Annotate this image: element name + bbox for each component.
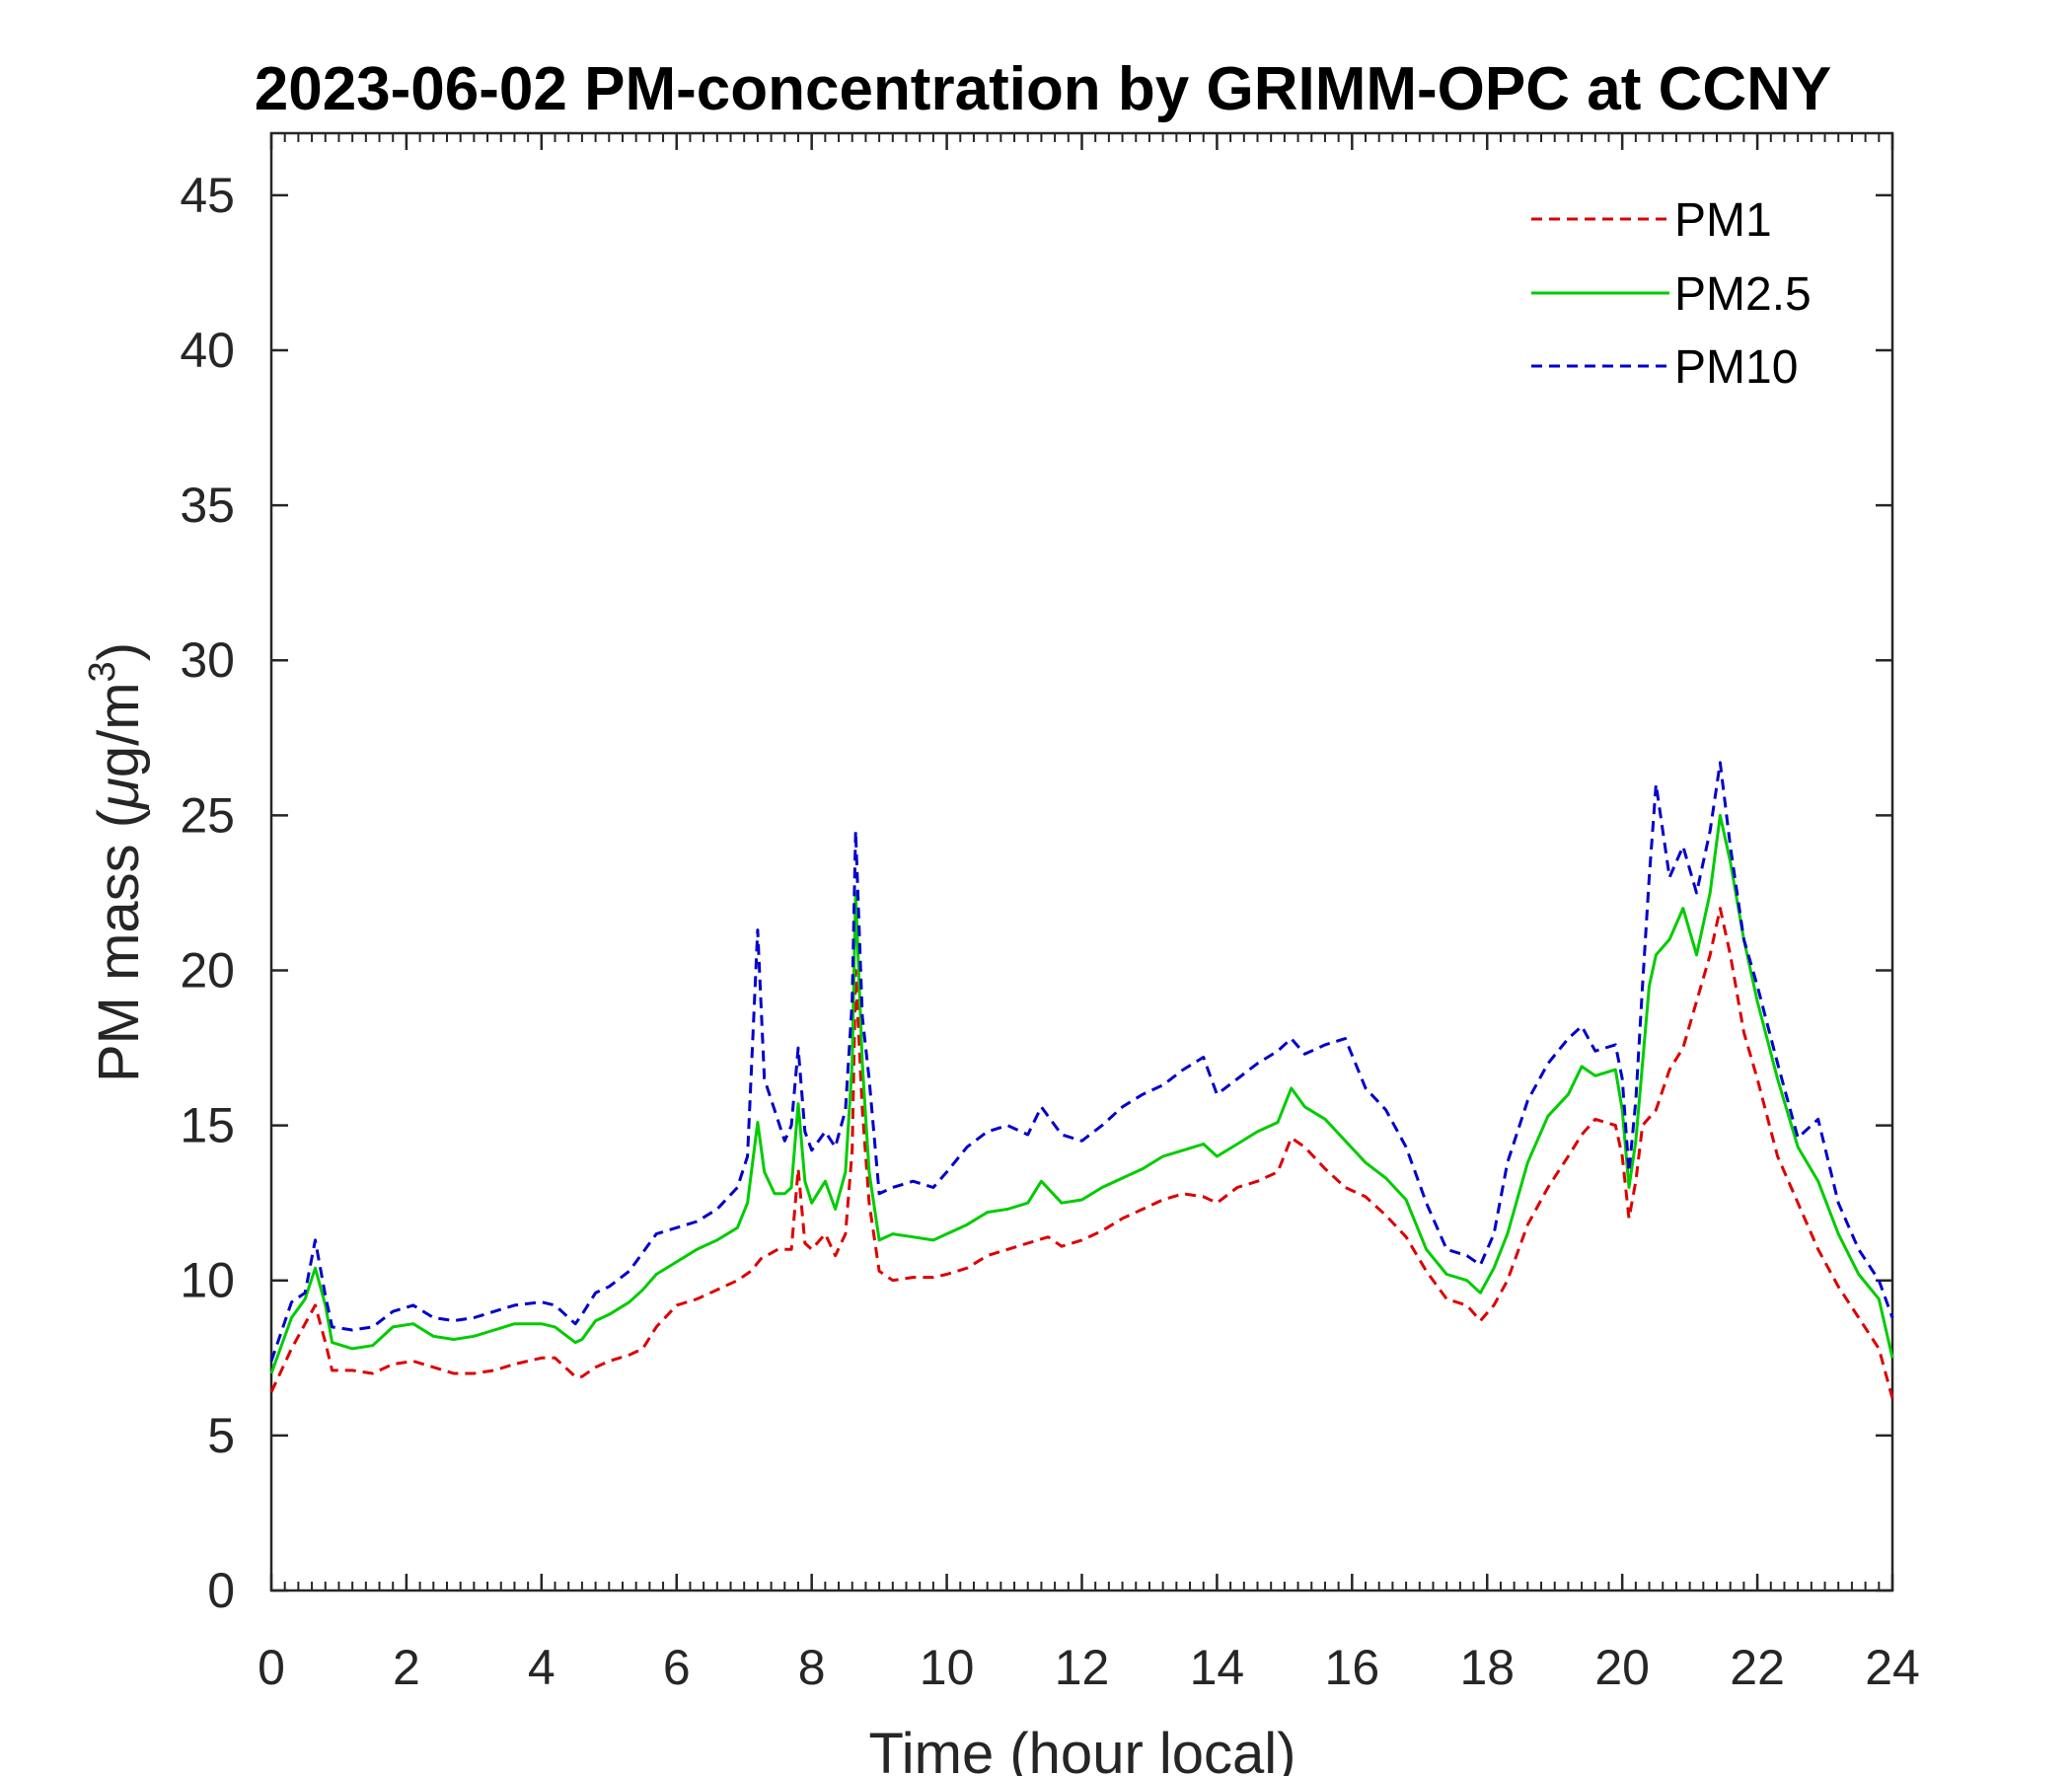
- legend-label-pm2-5: PM2.5: [1674, 268, 1812, 321]
- x-tick-label: 24: [1865, 1640, 1920, 1695]
- x-axis: 0 2 4 6 8 10 12 14 16 18 20 22 24: [258, 133, 1920, 1695]
- legend-label-pm1: PM1: [1674, 194, 1772, 247]
- x-tick-label: 16: [1325, 1640, 1380, 1695]
- legend: PM1 PM2.5 PM10: [1531, 194, 1812, 394]
- x-tick-label: 6: [663, 1640, 691, 1695]
- series-line-pm10: [269, 761, 1894, 1362]
- y-tick-label: 20: [180, 942, 235, 998]
- x-tick-label: 8: [798, 1640, 826, 1695]
- y-tick-label: 5: [207, 1408, 235, 1463]
- y-tick-label: 40: [180, 323, 235, 378]
- series-line-pm1: [269, 907, 1894, 1399]
- y-tick-label: 35: [180, 478, 235, 533]
- y-axis: 0 5 10 15 20 25 30 35 40 45: [180, 168, 1892, 1618]
- x-tick-label: 2: [393, 1640, 420, 1695]
- x-tick-label: 4: [528, 1640, 555, 1695]
- series-layer: [269, 761, 1894, 1399]
- y-axis-label-unit: g/m: [87, 682, 151, 777]
- x-tick-label: 10: [920, 1640, 975, 1695]
- y-tick-label: 25: [180, 787, 235, 843]
- y-tick-label: 10: [180, 1253, 235, 1308]
- y-axis-label-prefix: PM mass (: [87, 809, 151, 1082]
- x-tick-label: 22: [1730, 1640, 1785, 1695]
- x-tick-label: 18: [1459, 1640, 1515, 1695]
- x-tick-label: 0: [258, 1640, 285, 1695]
- y-tick-label: 0: [207, 1563, 235, 1618]
- x-minor-ticks: [270, 133, 1893, 1591]
- x-tick-label: 14: [1190, 1640, 1245, 1695]
- y-axis-label-mu: μ: [87, 777, 151, 811]
- legend-label-pm10: PM10: [1674, 341, 1798, 394]
- y-axis-label: PM mass (μg/m3): [82, 642, 151, 1082]
- x-tick-label: 20: [1594, 1640, 1650, 1695]
- series-line-pm2-5: [269, 813, 1894, 1374]
- x-tick-label: 12: [1055, 1640, 1110, 1695]
- x-axis-label: Time (hour local): [869, 1722, 1296, 1776]
- plot-area: [269, 131, 1894, 1592]
- y-tick-label: 45: [180, 168, 235, 223]
- chart-title: 2023-06-02 PM-concentration by GRIMM-OPC…: [255, 55, 1832, 123]
- y-tick-label: 15: [180, 1098, 235, 1153]
- y-tick-label: 30: [180, 632, 235, 688]
- y-axis-label-superscript: 3: [82, 661, 123, 682]
- y-axis-label-suffix: ): [87, 642, 151, 661]
